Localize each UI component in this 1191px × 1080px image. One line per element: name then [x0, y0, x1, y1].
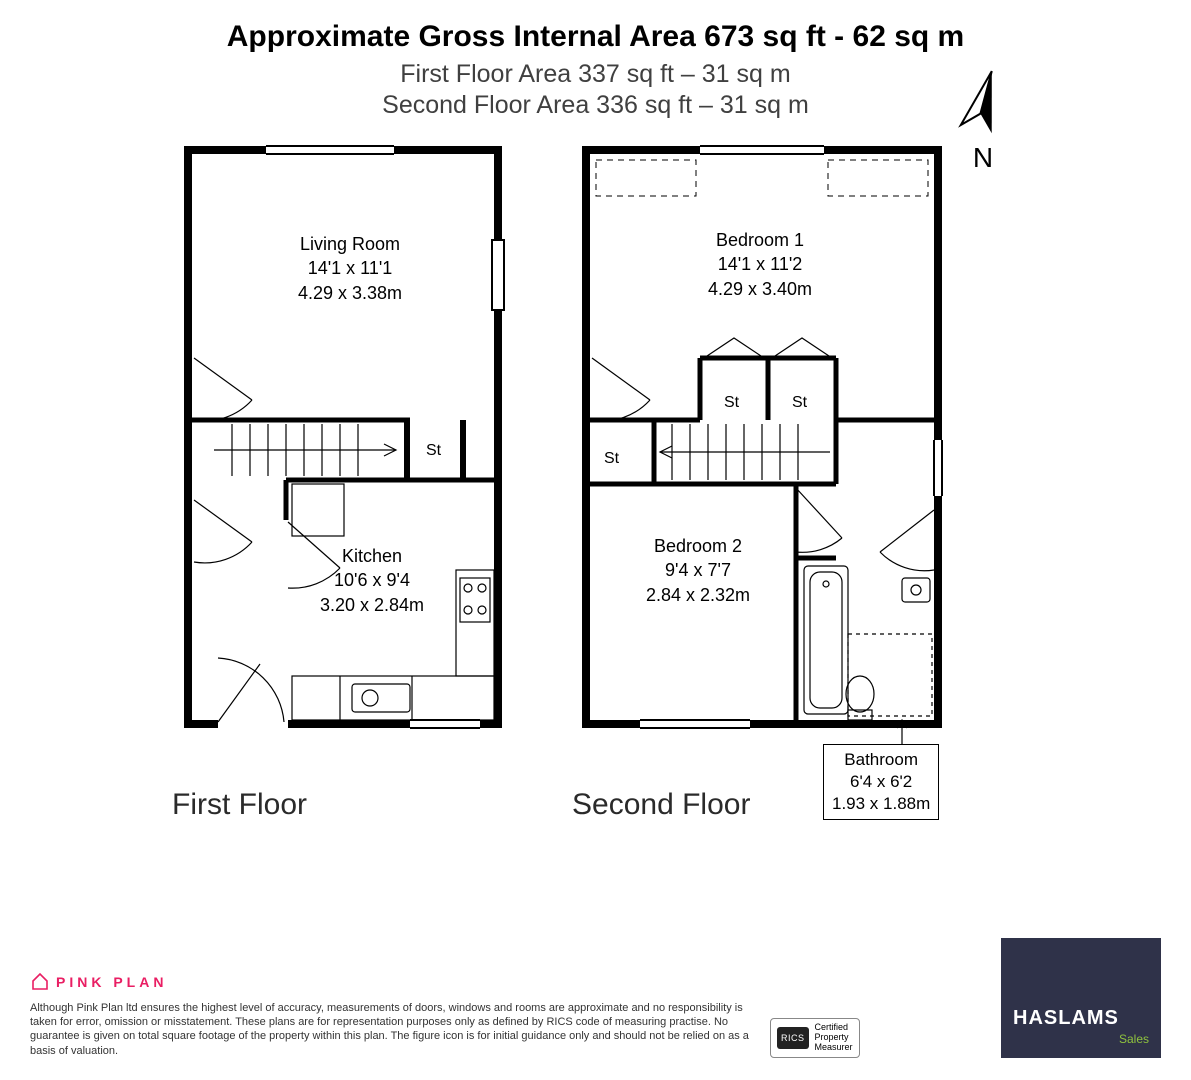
- second-floor-st2: St: [792, 392, 807, 414]
- footer: PINK PLAN Although Pink Plan ltd ensures…: [30, 971, 1161, 1058]
- rics-badge: RICS Certified Property Measurer: [770, 1018, 860, 1058]
- compass-arrow-icon: [955, 68, 1011, 140]
- bedroom1-label: Bedroom 1 14'1 x 11'2 4.29 x 3.40m: [680, 228, 840, 301]
- haslams-name: HASLAMS: [1013, 1007, 1149, 1030]
- gross-area-title: Approximate Gross Internal Area 673 sq f…: [0, 20, 1191, 54]
- pinkplan-logo: PINK PLAN: [30, 971, 1161, 991]
- first-floor-label: First Floor: [172, 788, 307, 822]
- second-floor-area: Second Floor Area 336 sq ft – 31 sq m: [0, 91, 1191, 120]
- haslams-sales: Sales: [1013, 1032, 1149, 1046]
- rics-text: Certified Property Measurer: [815, 1023, 853, 1053]
- header-block: Approximate Gross Internal Area 673 sq f…: [0, 0, 1191, 120]
- rics-logo: RICS: [777, 1027, 809, 1049]
- second-floor-st1: St: [724, 392, 739, 414]
- floorplan-svg: [0, 140, 1191, 840]
- disclaimer-text: Although Pink Plan ltd ensures the highe…: [30, 1001, 750, 1058]
- kitchen-label: Kitchen 10'6 x 9'4 3.20 x 2.84m: [302, 544, 442, 617]
- second-floor-st3: St: [604, 448, 619, 470]
- bedroom2-label: Bedroom 2 9'4 x 7'7 2.84 x 2.32m: [618, 534, 778, 607]
- first-floor-st: St: [426, 440, 441, 462]
- first-floor-area: First Floor Area 337 sq ft – 31 sq m: [0, 60, 1191, 89]
- second-floor-label: Second Floor: [572, 788, 750, 822]
- house-icon: [30, 971, 50, 991]
- living-room-label: Living Room 14'1 x 11'1 4.29 x 3.38m: [280, 232, 420, 305]
- haslams-logo: HASLAMS Sales: [1001, 938, 1161, 1058]
- bathroom-label-box: Bathroom 6'4 x 6'2 1.93 x 1.88m: [823, 744, 939, 820]
